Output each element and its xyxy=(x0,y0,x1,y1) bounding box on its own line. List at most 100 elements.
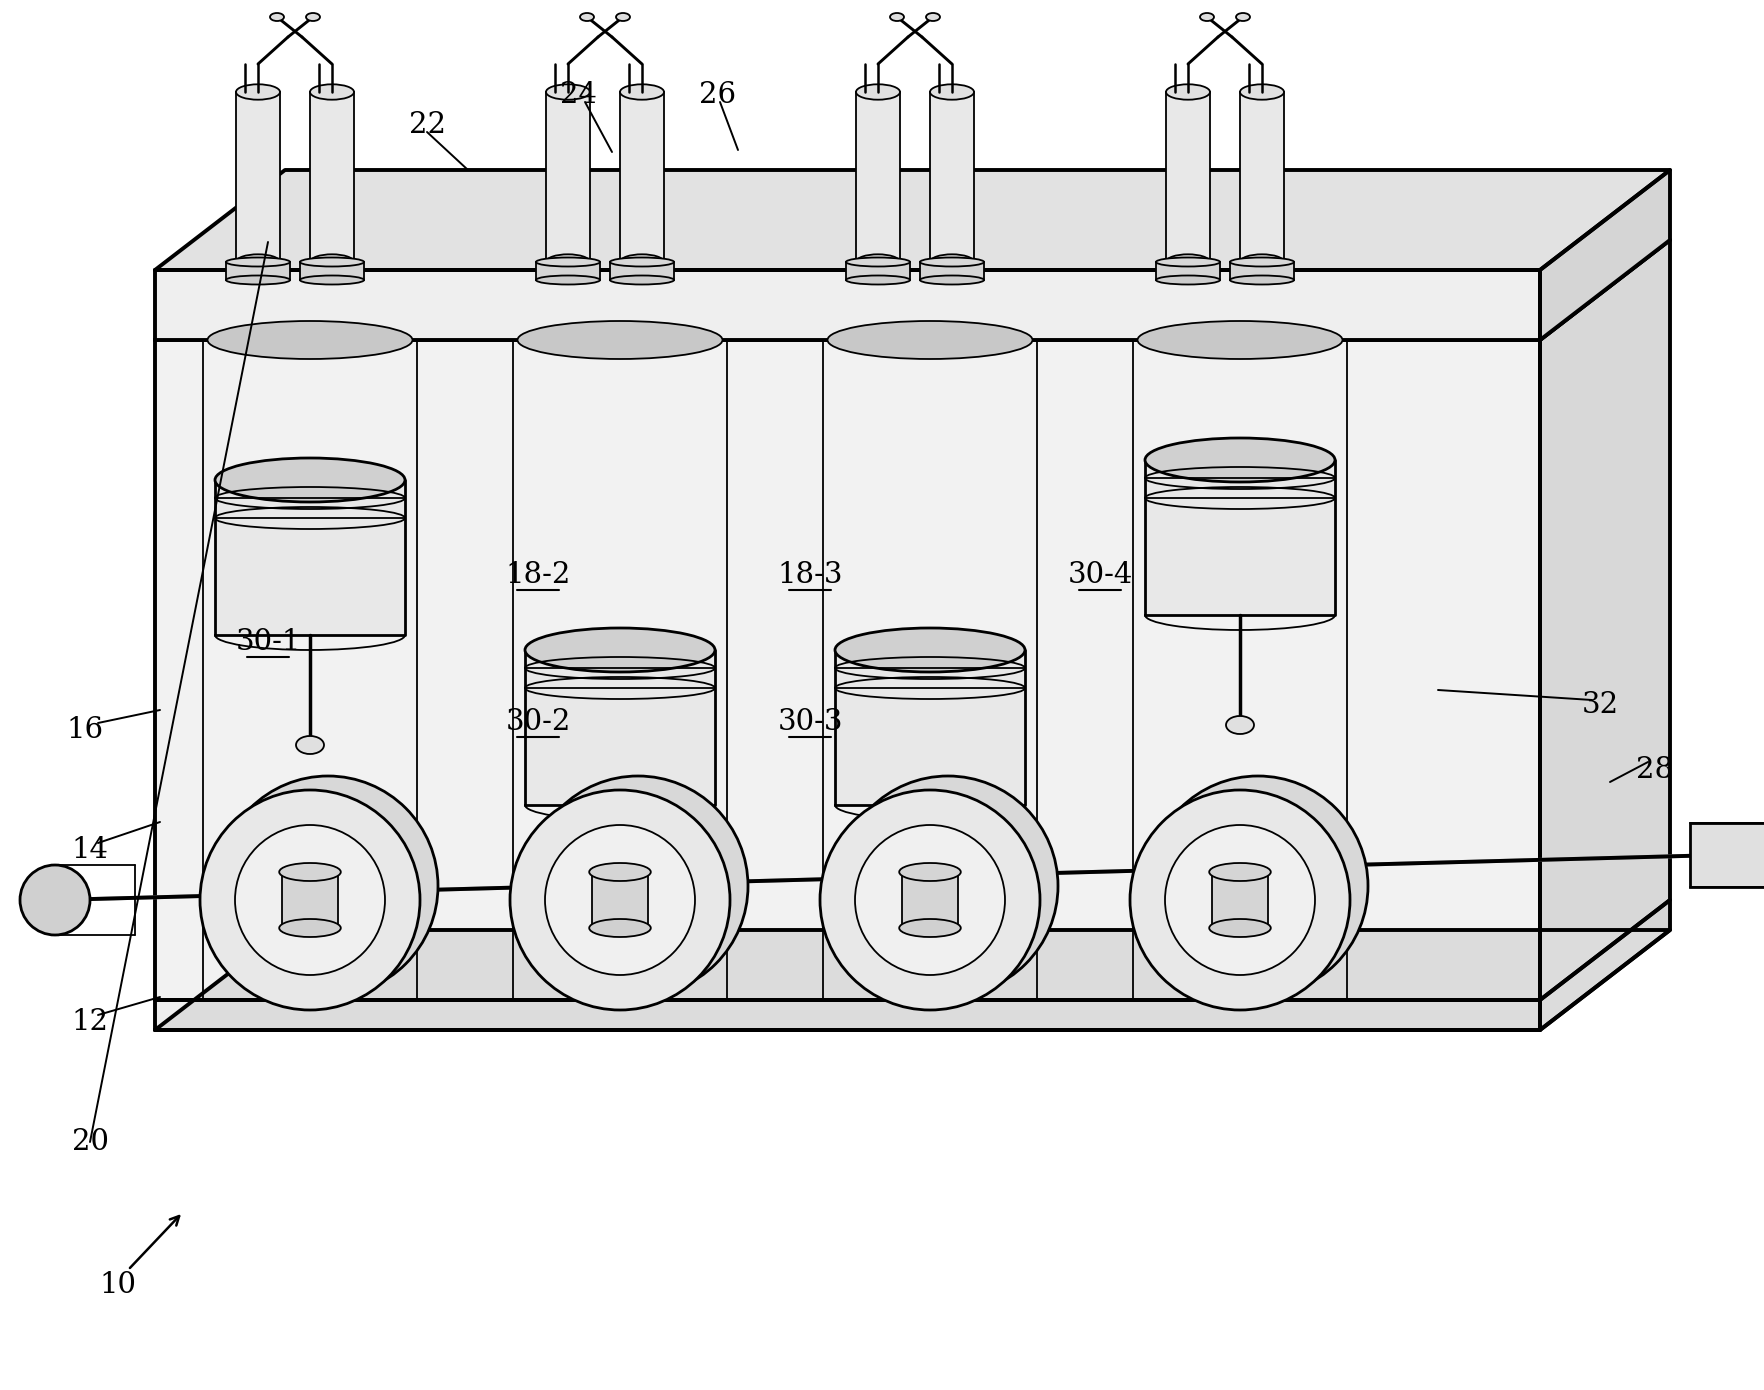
Bar xyxy=(236,92,280,261)
Ellipse shape xyxy=(589,919,651,937)
Polygon shape xyxy=(155,170,1671,270)
Text: 30-3: 30-3 xyxy=(778,708,843,735)
Ellipse shape xyxy=(1131,790,1349,1011)
Ellipse shape xyxy=(921,257,984,267)
Ellipse shape xyxy=(300,275,363,285)
Ellipse shape xyxy=(310,254,355,270)
Ellipse shape xyxy=(1208,863,1270,881)
Ellipse shape xyxy=(930,254,974,270)
Ellipse shape xyxy=(279,919,340,937)
Polygon shape xyxy=(155,270,1540,341)
Ellipse shape xyxy=(296,735,325,753)
Ellipse shape xyxy=(19,865,90,935)
Ellipse shape xyxy=(619,254,663,270)
Ellipse shape xyxy=(900,919,961,937)
Ellipse shape xyxy=(305,13,319,21)
Bar xyxy=(619,92,663,261)
Ellipse shape xyxy=(510,790,730,1011)
Text: 30-4: 30-4 xyxy=(1067,562,1132,589)
Ellipse shape xyxy=(856,826,1005,974)
Ellipse shape xyxy=(252,810,402,960)
Ellipse shape xyxy=(1208,919,1270,937)
Polygon shape xyxy=(834,651,1025,805)
Bar xyxy=(1155,261,1221,279)
Ellipse shape xyxy=(270,13,284,21)
Text: 24: 24 xyxy=(559,81,596,108)
Polygon shape xyxy=(155,341,1540,999)
Ellipse shape xyxy=(1240,254,1284,270)
Ellipse shape xyxy=(1230,275,1295,285)
Ellipse shape xyxy=(527,776,748,997)
Ellipse shape xyxy=(1237,13,1251,21)
Polygon shape xyxy=(1145,460,1335,614)
Bar xyxy=(930,92,974,261)
Bar xyxy=(1240,92,1284,261)
Ellipse shape xyxy=(1145,438,1335,482)
Polygon shape xyxy=(155,930,1671,1030)
Ellipse shape xyxy=(1155,275,1221,285)
Ellipse shape xyxy=(236,85,280,100)
Ellipse shape xyxy=(547,85,589,100)
Bar xyxy=(1166,92,1210,261)
Ellipse shape xyxy=(926,13,940,21)
Bar xyxy=(856,92,900,261)
Ellipse shape xyxy=(1166,254,1210,270)
Polygon shape xyxy=(215,480,406,635)
Ellipse shape xyxy=(900,863,961,881)
Ellipse shape xyxy=(1138,321,1342,359)
Ellipse shape xyxy=(226,257,289,267)
Bar xyxy=(610,261,674,279)
Ellipse shape xyxy=(1148,776,1369,997)
Ellipse shape xyxy=(619,85,663,100)
Text: 16: 16 xyxy=(67,716,104,744)
Ellipse shape xyxy=(847,257,910,267)
Polygon shape xyxy=(155,999,1540,1030)
Ellipse shape xyxy=(834,628,1025,671)
Text: 30-2: 30-2 xyxy=(505,708,572,735)
Ellipse shape xyxy=(279,863,340,881)
Ellipse shape xyxy=(921,275,984,285)
Ellipse shape xyxy=(526,628,714,671)
Ellipse shape xyxy=(236,254,280,270)
Text: 32: 32 xyxy=(1582,691,1619,719)
Bar xyxy=(921,261,984,279)
Polygon shape xyxy=(526,651,714,805)
Ellipse shape xyxy=(215,457,406,502)
Ellipse shape xyxy=(838,776,1058,997)
Ellipse shape xyxy=(1166,85,1210,100)
Ellipse shape xyxy=(300,257,363,267)
Bar xyxy=(593,872,647,929)
Polygon shape xyxy=(155,240,1671,341)
Ellipse shape xyxy=(547,254,589,270)
Ellipse shape xyxy=(607,906,633,924)
Ellipse shape xyxy=(1226,716,1254,734)
Ellipse shape xyxy=(1164,826,1314,974)
Ellipse shape xyxy=(1200,13,1214,21)
Polygon shape xyxy=(1540,170,1671,341)
Bar xyxy=(1212,872,1268,929)
Ellipse shape xyxy=(226,275,289,285)
Ellipse shape xyxy=(610,257,674,267)
Ellipse shape xyxy=(1240,85,1284,100)
Bar xyxy=(300,261,363,279)
Polygon shape xyxy=(1540,899,1671,1030)
Text: 30-1: 30-1 xyxy=(235,628,300,656)
Ellipse shape xyxy=(580,13,594,21)
Bar xyxy=(847,261,910,279)
Ellipse shape xyxy=(847,275,910,285)
Bar xyxy=(310,92,355,261)
Ellipse shape xyxy=(536,257,600,267)
Text: 12: 12 xyxy=(72,1008,109,1036)
Text: 18-3: 18-3 xyxy=(778,562,843,589)
Ellipse shape xyxy=(610,275,674,285)
Ellipse shape xyxy=(930,85,974,100)
Text: 20: 20 xyxy=(72,1129,109,1156)
Ellipse shape xyxy=(820,790,1041,1011)
Ellipse shape xyxy=(1155,257,1221,267)
Ellipse shape xyxy=(208,321,413,359)
Text: 10: 10 xyxy=(99,1270,136,1300)
Ellipse shape xyxy=(545,826,695,974)
Ellipse shape xyxy=(199,790,420,1011)
Bar xyxy=(536,261,600,279)
Ellipse shape xyxy=(563,810,713,960)
